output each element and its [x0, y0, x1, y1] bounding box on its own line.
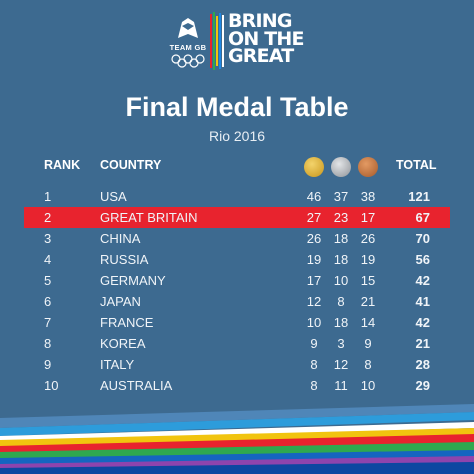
rank-cell: 7 — [44, 315, 52, 330]
silver-cell: 11 — [334, 378, 348, 393]
rank-cell: 10 — [44, 378, 59, 393]
table-row: 7 FRANCE 10 18 14 42 — [0, 312, 474, 333]
table-row: 9 ITALY 8 12 8 28 — [0, 354, 474, 375]
total-cell: 121 — [408, 189, 430, 204]
country-cell: ITALY — [100, 357, 135, 372]
olympic-rings-icon — [171, 54, 205, 68]
total-cell: 70 — [415, 231, 430, 246]
table-row: 1 USA 46 37 38 121 — [0, 186, 474, 207]
slogan: BRING ON THE GREAT — [228, 10, 348, 67]
bronze-cell: 15 — [360, 273, 376, 288]
rank-cell: 6 — [44, 294, 52, 309]
slogan-line: ON THE — [228, 27, 305, 50]
country-cell: GERMANY — [100, 273, 166, 288]
gold-cell: 8 — [310, 378, 318, 393]
team-gb-label: TEAM GB — [169, 43, 207, 52]
total-cell: 41 — [415, 294, 430, 309]
gold-cell: 19 — [306, 252, 322, 267]
table-header: RANK COUNTRY TOTAL — [0, 158, 474, 176]
gold-cell: 27 — [306, 210, 322, 225]
gold-cell: 46 — [306, 189, 322, 204]
silver-cell: 18 — [333, 252, 349, 267]
bronze-cell: 14 — [360, 315, 376, 330]
gold-cell: 17 — [306, 273, 322, 288]
page-subtitle: Rio 2016 — [208, 128, 266, 144]
country-header: COUNTRY — [100, 158, 162, 172]
silver-cell: 10 — [333, 273, 349, 288]
rank-cell: 1 — [44, 189, 52, 204]
rank-cell: 8 — [44, 336, 52, 351]
gold-cell: 9 — [310, 336, 318, 351]
bronze-cell: 19 — [360, 252, 376, 267]
silver-cell: 37 — [333, 189, 349, 204]
total-cell: 42 — [415, 273, 430, 288]
rank-cell: 9 — [44, 357, 52, 372]
silver-cell: 18 — [333, 315, 349, 330]
brand-stripes-icon — [210, 12, 224, 70]
country-cell: GREAT BRITAIN — [100, 210, 198, 225]
silver-cell: 8 — [337, 294, 345, 309]
rank-cell: 2 — [44, 210, 52, 225]
table-row: 10 AUSTRALIA 8 11 10 29 — [0, 375, 474, 396]
silver-cell: 18 — [333, 231, 349, 246]
total-cell: 28 — [415, 357, 430, 372]
table-row: 6 JAPAN 12 8 21 41 — [0, 291, 474, 312]
gold-medal-icon — [304, 157, 324, 177]
rank-header: RANK — [44, 158, 81, 172]
slogan-line: BRING — [228, 10, 292, 32]
table-row-highlighted: 2 GREAT BRITAIN 27 23 17 67 — [24, 207, 450, 228]
bronze-cell: 10 — [360, 378, 376, 393]
country-cell: AUSTRALIA — [100, 378, 173, 393]
country-cell: JAPAN — [100, 294, 141, 309]
rank-cell: 5 — [44, 273, 52, 288]
total-cell: 42 — [415, 315, 430, 330]
rank-cell: 4 — [44, 252, 52, 267]
table-row: 3 CHINA 26 18 26 70 — [0, 228, 474, 249]
gold-cell: 8 — [310, 357, 318, 372]
bronze-cell: 38 — [360, 189, 376, 204]
gold-cell: 10 — [306, 315, 322, 330]
bronze-cell: 26 — [360, 231, 376, 246]
country-cell: RUSSIA — [100, 252, 149, 267]
total-cell: 21 — [415, 336, 430, 351]
country-cell: FRANCE — [100, 315, 154, 330]
total-cell: 67 — [415, 210, 430, 225]
total-cell: 56 — [415, 252, 430, 267]
gold-cell: 26 — [306, 231, 322, 246]
table-row: 5 GERMANY 17 10 15 42 — [0, 270, 474, 291]
silver-cell: 12 — [333, 357, 349, 372]
bronze-cell: 9 — [364, 336, 372, 351]
table-row: 8 KOREA 9 3 9 21 — [0, 333, 474, 354]
medal-table: 1 USA 46 37 38 121 2 GREAT BRITAIN 27 23… — [0, 186, 474, 396]
country-cell: KOREA — [100, 336, 146, 351]
country-cell: CHINA — [100, 231, 141, 246]
decorative-stripes — [0, 404, 474, 474]
silver-cell: 3 — [337, 336, 345, 351]
total-cell: 29 — [415, 378, 430, 393]
team-gb-lion-icon — [178, 18, 198, 38]
country-cell: USA — [100, 189, 127, 204]
logo-area: TEAM GB BRING ON THE GREAT — [0, 12, 474, 74]
slogan-line: GREAT — [228, 45, 294, 67]
bronze-cell: 17 — [360, 210, 376, 225]
bronze-medal-icon — [358, 157, 378, 177]
gold-cell: 12 — [306, 294, 322, 309]
silver-cell: 23 — [333, 210, 349, 225]
total-header: TOTAL — [396, 158, 437, 172]
bronze-cell: 8 — [364, 357, 372, 372]
bronze-cell: 21 — [360, 294, 376, 309]
page-title: Final Medal Table — [125, 92, 349, 122]
table-row: 4 RUSSIA 19 18 19 56 — [0, 249, 474, 270]
rank-cell: 3 — [44, 231, 52, 246]
silver-medal-icon — [331, 157, 351, 177]
